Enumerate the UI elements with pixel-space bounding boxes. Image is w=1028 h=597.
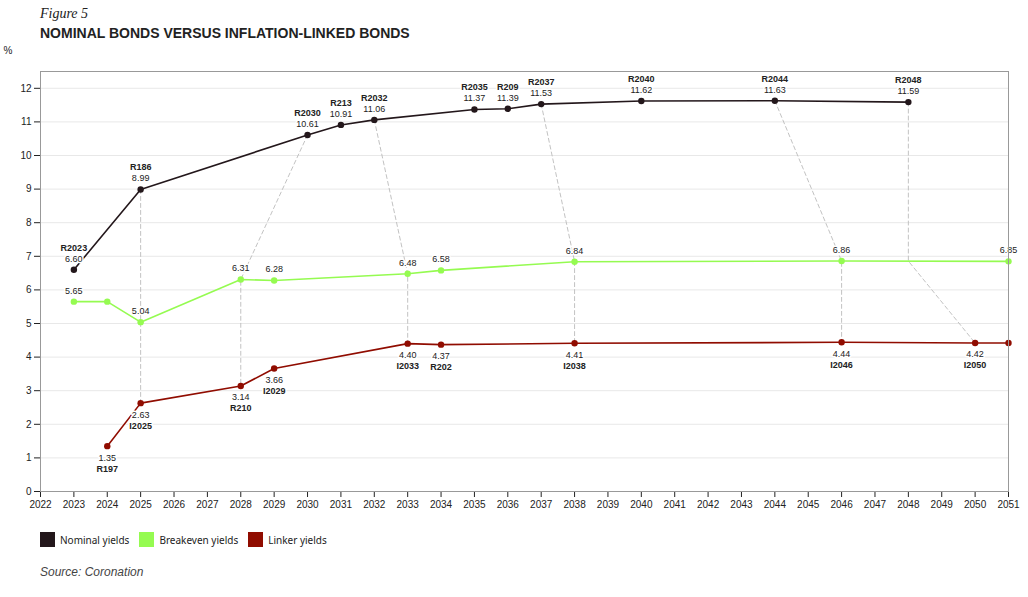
svg-text:R2032: R2032 [361,93,388,103]
svg-text:R202: R202 [430,362,452,372]
svg-text:6.28: 6.28 [265,264,283,274]
svg-text:2049: 2049 [931,499,954,510]
svg-text:2041: 2041 [664,499,687,510]
svg-text:2022: 2022 [29,499,52,510]
svg-text:11.37: 11.37 [464,93,486,103]
svg-text:6.31: 6.31 [232,263,250,273]
svg-text:5.04: 5.04 [132,306,150,316]
svg-text:I2050: I2050 [964,360,987,370]
svg-text:6.85: 6.85 [999,245,1018,256]
svg-text:2025: 2025 [130,499,153,510]
svg-text:4.42: 4.42 [966,349,984,359]
svg-text:2: 2 [26,419,32,430]
html-text:Linker yields: Linker yields [268,532,327,547]
svg-text:I2029: I2029 [263,386,286,396]
svg-text:6.60: 6.60 [65,254,83,264]
svg-text:1.35: 1.35 [98,453,116,463]
svg-text:2027: 2027 [196,499,219,510]
svg-text:2034: 2034 [430,499,453,510]
svg-text:2045: 2045 [797,499,820,510]
svg-text:10.61: 10.61 [296,119,319,129]
svg-text:11.59: 11.59 [897,86,919,96]
svg-text:11.63: 11.63 [764,85,786,95]
svg-text:3.14: 3.14 [232,392,250,402]
svg-text:2029: 2029 [263,499,286,510]
svg-text:10: 10 [20,150,32,161]
svg-text:R186: R186 [130,162,152,172]
svg-text:5.65: 5.65 [65,286,83,296]
svg-text:I2033: I2033 [396,361,419,371]
svg-text:6: 6 [26,284,32,295]
svg-text:1: 1 [26,452,32,463]
svg-text:2036: 2036 [497,499,520,510]
svg-text:2051: 2051 [997,499,1020,510]
svg-text:R2030: R2030 [294,108,321,118]
svg-text:12: 12 [20,83,32,94]
html-text:NOMINAL BONDS VERSUS INFLATION: NOMINAL BONDS VERSUS INFLATION-LINKED BO… [40,25,410,41]
svg-text:11.39: 11.39 [497,93,519,103]
svg-text:%: % [4,45,13,56]
svg-text:R2040: R2040 [628,74,655,84]
svg-text:I2038: I2038 [563,361,586,371]
svg-text:6.48: 6.48 [399,258,417,268]
svg-text:3: 3 [26,385,32,396]
svg-text:11.62: 11.62 [630,85,652,95]
svg-text:2040: 2040 [630,499,653,510]
svg-text:I2025: I2025 [129,421,152,431]
svg-text:R2023: R2023 [61,243,88,253]
svg-text:4.40: 4.40 [399,350,417,360]
svg-text:2048: 2048 [897,499,920,510]
svg-text:2.63: 2.63 [132,410,150,420]
svg-text:I2046: I2046 [830,360,853,370]
svg-text:2044: 2044 [764,499,787,510]
svg-text:2028: 2028 [230,499,253,510]
svg-text:R197: R197 [97,464,119,474]
html-text:Breakeven yields: Breakeven yields [159,532,239,547]
svg-text:2038: 2038 [563,499,586,510]
svg-text:R2035: R2035 [461,82,488,92]
svg-text:4.41: 4.41 [566,350,584,360]
svg-text:2046: 2046 [830,499,853,510]
svg-text:2037: 2037 [530,499,553,510]
svg-text:9: 9 [26,183,32,194]
svg-text:2047: 2047 [864,499,887,510]
svg-text:4.44: 4.44 [833,349,851,359]
html-text:Nominal yields: Nominal yields [60,532,130,547]
svg-text:4.37: 4.37 [432,351,450,361]
svg-text:11.06: 11.06 [363,104,385,114]
svg-text:2050: 2050 [964,499,987,510]
svg-text:2030: 2030 [296,499,319,510]
svg-text:6.86: 6.86 [833,245,851,255]
svg-text:2031: 2031 [330,499,353,510]
svg-text:2035: 2035 [463,499,486,510]
svg-text:6.58: 6.58 [432,254,450,264]
svg-text:11.53: 11.53 [530,88,552,98]
svg-text:R2044: R2044 [762,74,789,84]
svg-text:R209: R209 [497,82,519,92]
svg-text:2026: 2026 [163,499,186,510]
svg-text:2039: 2039 [597,499,620,510]
svg-text:R2037: R2037 [528,77,555,87]
html-text:Source: Coronation: Source: Coronation [40,565,144,579]
svg-text:10.91: 10.91 [330,109,353,119]
svg-text:R213: R213 [330,98,352,108]
svg-text:2043: 2043 [730,499,753,510]
svg-text:0: 0 [26,486,32,497]
svg-text:6.84: 6.84 [566,246,584,256]
svg-text:11: 11 [21,116,32,127]
svg-text:4: 4 [26,351,32,362]
svg-text:2024: 2024 [96,499,119,510]
svg-text:2023: 2023 [63,499,86,510]
html-text:Figure 5: Figure 5 [40,6,89,21]
svg-text:2033: 2033 [397,499,420,510]
svg-text:2032: 2032 [363,499,386,510]
svg-text:5: 5 [26,318,32,329]
svg-text:3.66: 3.66 [265,375,283,385]
svg-text:7: 7 [26,251,32,262]
svg-text:R210: R210 [230,403,252,413]
svg-text:R2048: R2048 [895,75,922,85]
svg-text:2042: 2042 [697,499,720,510]
svg-text:8.99: 8.99 [132,173,150,183]
svg-text:8: 8 [26,217,32,228]
